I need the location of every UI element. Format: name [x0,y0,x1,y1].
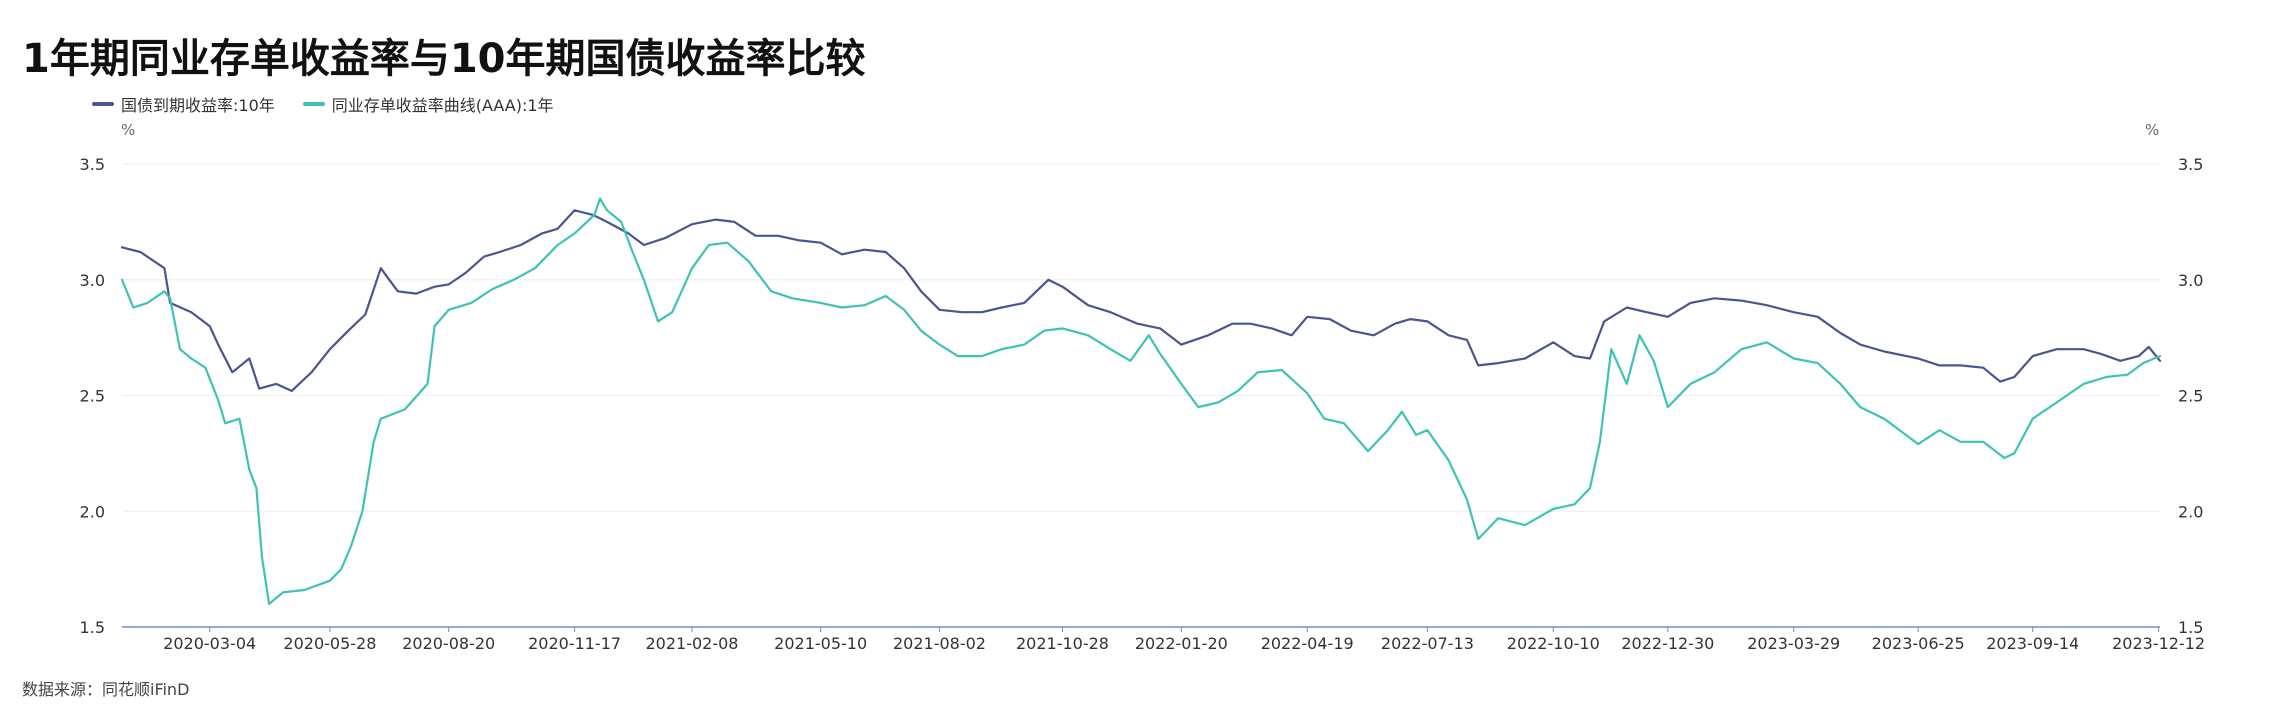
chart-title: 1年期同业存单收益率与10年期国债收益率比较 [22,36,866,82]
x-tick-label: 2022-12-30 [1621,634,1714,653]
series-lines [120,197,2162,606]
series-line-bond-10y [120,209,2162,392]
data-source: 数据来源：同花顺iFinD [22,680,190,699]
x-tick-label: 2022-07-13 [1381,634,1474,653]
legend: 国债到期收益率:10年 同业存单收益率曲线(AAA):1年 [92,92,582,116]
x-tick-label: 2021-10-28 [1016,634,1109,653]
x-tick-label: 2023-12-12 [2112,634,2205,653]
x-tick-label: 2020-11-17 [528,634,621,653]
series-line-ncd-1y [120,197,2162,606]
left-axis-unit: % [121,121,136,139]
x-tick-label: 2020-03-04 [163,634,256,653]
legend-label-bond-10y: 国债到期收益率:10年 [121,96,275,115]
x-tick-label: 2021-05-10 [774,634,867,653]
legend-item-bond-10y[interactable]: 国债到期收益率:10年 [92,92,275,116]
axes: 1.5 1.5 2.0 2.0 2.5 2.5 3.0 3.0 3.5 3.5 2020-03-04… [80,155,2206,653]
x-tick-label: 2020-05-28 [283,634,376,653]
y-tick-label-left: 2.0 [80,502,105,521]
y-tick-label-right: 1.5 [2178,618,2203,637]
legend-swatch-ncd-1y [302,102,325,106]
x-tick-label: 2023-03-29 [1747,634,1840,653]
x-tick-label: 2022-04-19 [1261,634,1354,653]
y-tick-label-right: 3.0 [2178,271,2203,290]
legend-label-ncd-1y: 同业存单收益率曲线(AAA):1年 [331,96,554,115]
x-tick-label: 2021-02-08 [645,634,738,653]
y-tick-label-left: 3.5 [80,155,105,174]
y-tick-label-left: 2.5 [80,387,105,406]
y-tick-label-right: 2.0 [2178,502,2203,521]
x-tick-label: 2020-08-20 [402,634,495,653]
x-tick-label: 2023-06-25 [1872,634,1965,653]
legend-item-ncd-1y[interactable]: 同业存单收益率曲线(AAA):1年 [302,92,554,116]
legend-swatch-bond-10y [92,102,114,106]
y-tick-label-left: 3.0 [80,271,105,290]
x-tick-label: 2023-09-14 [1986,634,2079,653]
right-axis-unit: % [2145,121,2160,139]
x-tick-label: 2022-01-20 [1135,634,1228,653]
x-tick-label: 2021-08-02 [893,634,986,653]
y-tick-label-left: 1.5 [80,618,105,637]
grid-lines [122,163,2160,512]
y-tick-label-right: 3.5 [2178,155,2203,174]
y-tick-label-right: 2.5 [2178,387,2203,406]
x-tick-label: 2022-10-10 [1507,634,1600,653]
